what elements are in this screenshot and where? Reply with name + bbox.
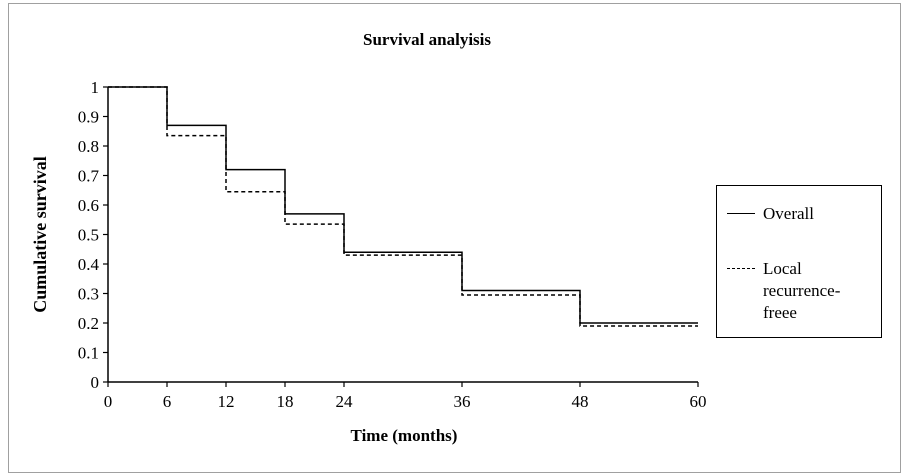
y-tick-label: 0.2: [78, 314, 99, 333]
x-tick-label: 36: [454, 392, 471, 411]
legend-item-local-recurrence-free: Local recurrence-freee: [727, 258, 863, 324]
x-tick-label: 60: [690, 392, 707, 411]
legend-label: Local recurrence-freee: [763, 259, 841, 322]
chart-plot-area: 0 0.1 0.2 0.3 0.4 0.5 0.6 0.7 0.8 0.9 1 0 6 12 18 24 36 4…: [78, 78, 707, 411]
y-tick-label: 0.5: [78, 226, 99, 245]
chart-legend: Overall Local recurrence-freee: [716, 185, 882, 338]
y-tick-label: 0.8: [78, 137, 99, 156]
x-tick-label: 0: [104, 392, 113, 411]
chart-title: Survival analyisis: [362, 30, 491, 49]
x-tick-label: 6: [163, 392, 172, 411]
legend-swatch-solid: [727, 213, 755, 214]
y-tick-label: 0.6: [78, 196, 99, 215]
y-tick-label: 0.9: [78, 108, 99, 127]
series-line-local-recurrence-free: [108, 86, 698, 327]
y-tick-label: 0.7: [78, 167, 100, 186]
y-tick-label: 0.3: [78, 285, 99, 304]
y-tick-label: 0: [91, 373, 100, 392]
x-tick-label: 48: [572, 392, 589, 411]
x-axis-label: Time (months): [350, 426, 458, 445]
legend-label: Overall: [763, 204, 814, 223]
x-tick-label: 18: [277, 392, 294, 411]
y-tick-label: 0.1: [78, 344, 99, 363]
legend-item-overall: Overall: [727, 203, 863, 225]
x-tick-label: 12: [218, 392, 235, 411]
x-tick-label: 24: [336, 392, 354, 411]
y-tick-label: 1: [91, 78, 100, 97]
legend-swatch-dashed: [727, 268, 755, 269]
y-tick-label: 0.4: [78, 255, 100, 274]
series-line-overall: [108, 86, 698, 324]
